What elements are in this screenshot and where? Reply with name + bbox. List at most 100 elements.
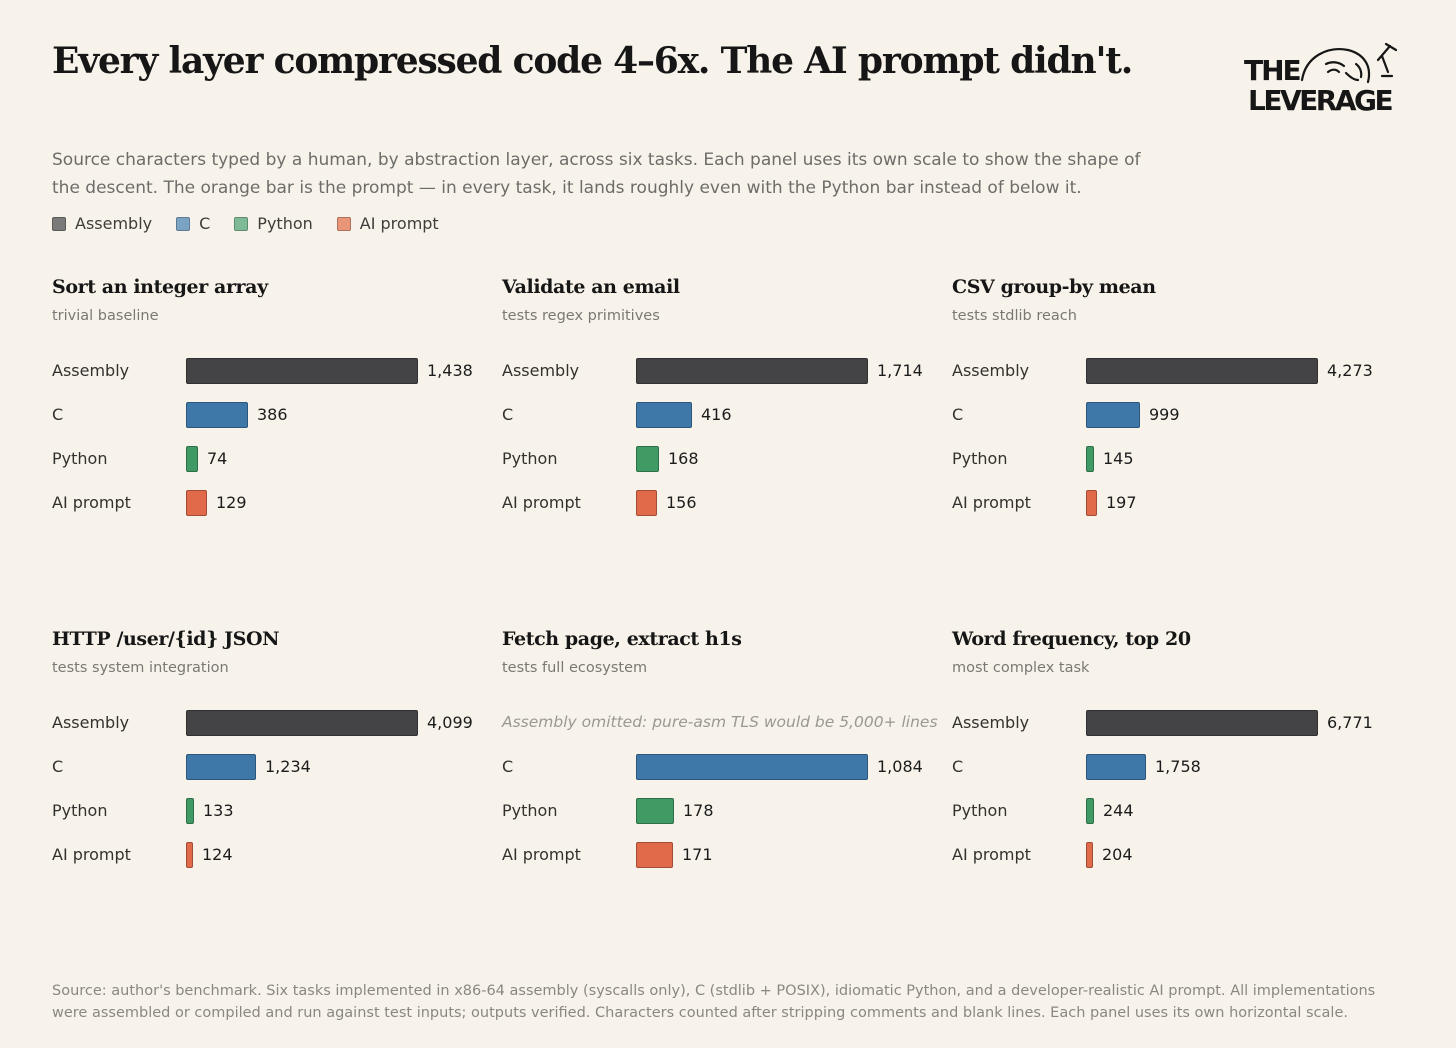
bar-row: AI prompt 129 bbox=[52, 490, 482, 516]
panel-subtitle: tests regex primitives bbox=[502, 308, 660, 324]
bar-row: AI prompt 156 bbox=[502, 490, 932, 516]
panel-title: HTTP /user/{id} JSON bbox=[52, 628, 280, 650]
bar-python bbox=[636, 446, 659, 472]
bar-python bbox=[636, 798, 674, 824]
bar-value-label: 4,273 bbox=[1327, 361, 1373, 380]
bar-value-label: 4,099 bbox=[427, 713, 473, 732]
bar-category-label: AI prompt bbox=[52, 845, 131, 864]
bar-python bbox=[1086, 446, 1094, 472]
bar-value-label: 1,714 bbox=[877, 361, 923, 380]
panel-title: Sort an integer array bbox=[52, 276, 268, 298]
bar-category-label: Assembly bbox=[52, 361, 130, 380]
bar-ai-prompt bbox=[636, 490, 657, 516]
bar-c bbox=[1086, 754, 1146, 780]
legend-swatch-assembly bbox=[52, 216, 66, 231]
legend-label-assembly: Assembly bbox=[75, 214, 153, 233]
bar-ai-prompt bbox=[1086, 842, 1093, 868]
panel-subtitle: trivial baseline bbox=[52, 308, 159, 324]
legend-swatch-python bbox=[234, 216, 249, 231]
bar-c bbox=[636, 402, 692, 428]
bar-value-label: 1,234 bbox=[265, 757, 311, 776]
bar-category-label: C bbox=[952, 757, 964, 776]
the-leverage-logo: THE LEVERAGE bbox=[1244, 42, 1398, 116]
legend-label-ai-prompt: AI prompt bbox=[359, 214, 439, 233]
legend-item-c: C bbox=[176, 214, 210, 233]
bar-assembly bbox=[1086, 710, 1318, 736]
bar-category-label: C bbox=[502, 405, 514, 424]
legend: Assembly C Python AI prompt bbox=[52, 214, 439, 233]
legend-item-assembly: Assembly bbox=[52, 214, 152, 233]
panel-title: Word frequency, top 20 bbox=[952, 628, 1191, 650]
panel-subtitle: tests system integration bbox=[52, 660, 229, 676]
bar-c bbox=[186, 754, 256, 780]
chart-panel: CSV group-by mean tests stdlib reach Assem… bbox=[952, 276, 1382, 536]
bar-ai-prompt bbox=[636, 842, 673, 868]
chart-panel: Validate an email tests regex primitives A… bbox=[502, 276, 932, 536]
bar-value-label: 178 bbox=[683, 801, 714, 820]
legend-item-python: Python bbox=[234, 214, 313, 233]
bar-value-label: 74 bbox=[207, 449, 228, 468]
bar-value-label: 1,438 bbox=[427, 361, 473, 380]
bar-category-label: Assembly bbox=[52, 713, 130, 732]
chart-panel: Fetch page, extract h1s tests full ecosys… bbox=[502, 628, 938, 888]
bar-value-label: 386 bbox=[257, 405, 288, 424]
bar-value-label: 145 bbox=[1103, 449, 1134, 468]
source-note: Source: author's benchmark. Six tasks im… bbox=[52, 983, 1376, 1021]
bar-assembly bbox=[186, 710, 418, 736]
bar-row: C 1,084 bbox=[502, 754, 932, 780]
bar-value-label: 133 bbox=[203, 801, 234, 820]
panel-title: Fetch page, extract h1s bbox=[502, 628, 742, 650]
bar-category-label: C bbox=[502, 757, 514, 776]
panel-title: Validate an email bbox=[502, 276, 680, 298]
bar-category-label: AI prompt bbox=[952, 493, 1031, 512]
bar-category-label: AI prompt bbox=[502, 493, 581, 512]
bar-row: C 1,758 bbox=[952, 754, 1382, 780]
bar-category-label: AI prompt bbox=[52, 493, 131, 512]
bar-category-label: Assembly bbox=[502, 361, 580, 380]
bar-category-label: Python bbox=[52, 449, 108, 468]
bar-category-label: Python bbox=[52, 801, 108, 820]
chart-subtitle: Source characters typed by a human, by a… bbox=[52, 150, 1141, 198]
bar-category-label: Python bbox=[502, 801, 558, 820]
bar-row: Python 133 bbox=[52, 798, 482, 824]
bar-assembly bbox=[636, 358, 868, 384]
legend-swatch-c bbox=[176, 216, 191, 231]
bar-row: Python 168 bbox=[502, 446, 932, 472]
bar-value-label: 129 bbox=[216, 493, 247, 512]
bar-row: AI prompt 171 bbox=[502, 842, 932, 868]
chart-panel: Sort an integer array trivial baseline Ass… bbox=[52, 276, 482, 536]
legend-label-python: Python bbox=[257, 214, 313, 233]
bar-category-label: Python bbox=[952, 801, 1008, 820]
bar-row: AI prompt 204 bbox=[952, 842, 1382, 868]
bar-row: Assembly 4,273 bbox=[952, 358, 1382, 384]
bar-row: Assembly 1,714 bbox=[502, 358, 932, 384]
bar-row: C 386 bbox=[52, 402, 482, 428]
panel-subtitle: tests full ecosystem bbox=[502, 660, 648, 676]
bar-assembly bbox=[186, 358, 418, 384]
bar-value-label: 1,084 bbox=[877, 757, 923, 776]
bar-category-label: Assembly bbox=[952, 361, 1030, 380]
logo-line2: LEVERAGE bbox=[1248, 84, 1392, 116]
legend-label-c: C bbox=[199, 214, 211, 233]
bar-python bbox=[186, 446, 198, 472]
bar-c bbox=[1086, 402, 1140, 428]
bar-value-label: 416 bbox=[701, 405, 732, 424]
bar-row: C 999 bbox=[952, 402, 1382, 428]
bar-row: Assembly 6,771 bbox=[952, 710, 1382, 736]
bar-row: Python 145 bbox=[952, 446, 1382, 472]
omitted-note: Assembly omitted: pure-asm TLS would be … bbox=[502, 713, 938, 731]
bar-row: Assembly 1,438 bbox=[52, 358, 482, 384]
logo-line1: THE bbox=[1244, 54, 1301, 87]
bar-python bbox=[186, 798, 194, 824]
bar-value-label: 999 bbox=[1149, 405, 1180, 424]
bar-row: Python 74 bbox=[52, 446, 482, 472]
bar-category-label: C bbox=[52, 757, 64, 776]
bar-c bbox=[186, 402, 248, 428]
bar-value-label: 244 bbox=[1103, 801, 1134, 820]
panel-subtitle: tests stdlib reach bbox=[952, 308, 1077, 324]
bar-category-label: Python bbox=[952, 449, 1008, 468]
bar-value-label: 204 bbox=[1102, 845, 1133, 864]
legend-item-ai-prompt: AI prompt bbox=[336, 214, 439, 233]
legend-swatch-ai-prompt bbox=[336, 216, 351, 231]
chart-panel: Word frequency, top 20 most complex task A… bbox=[952, 628, 1382, 888]
